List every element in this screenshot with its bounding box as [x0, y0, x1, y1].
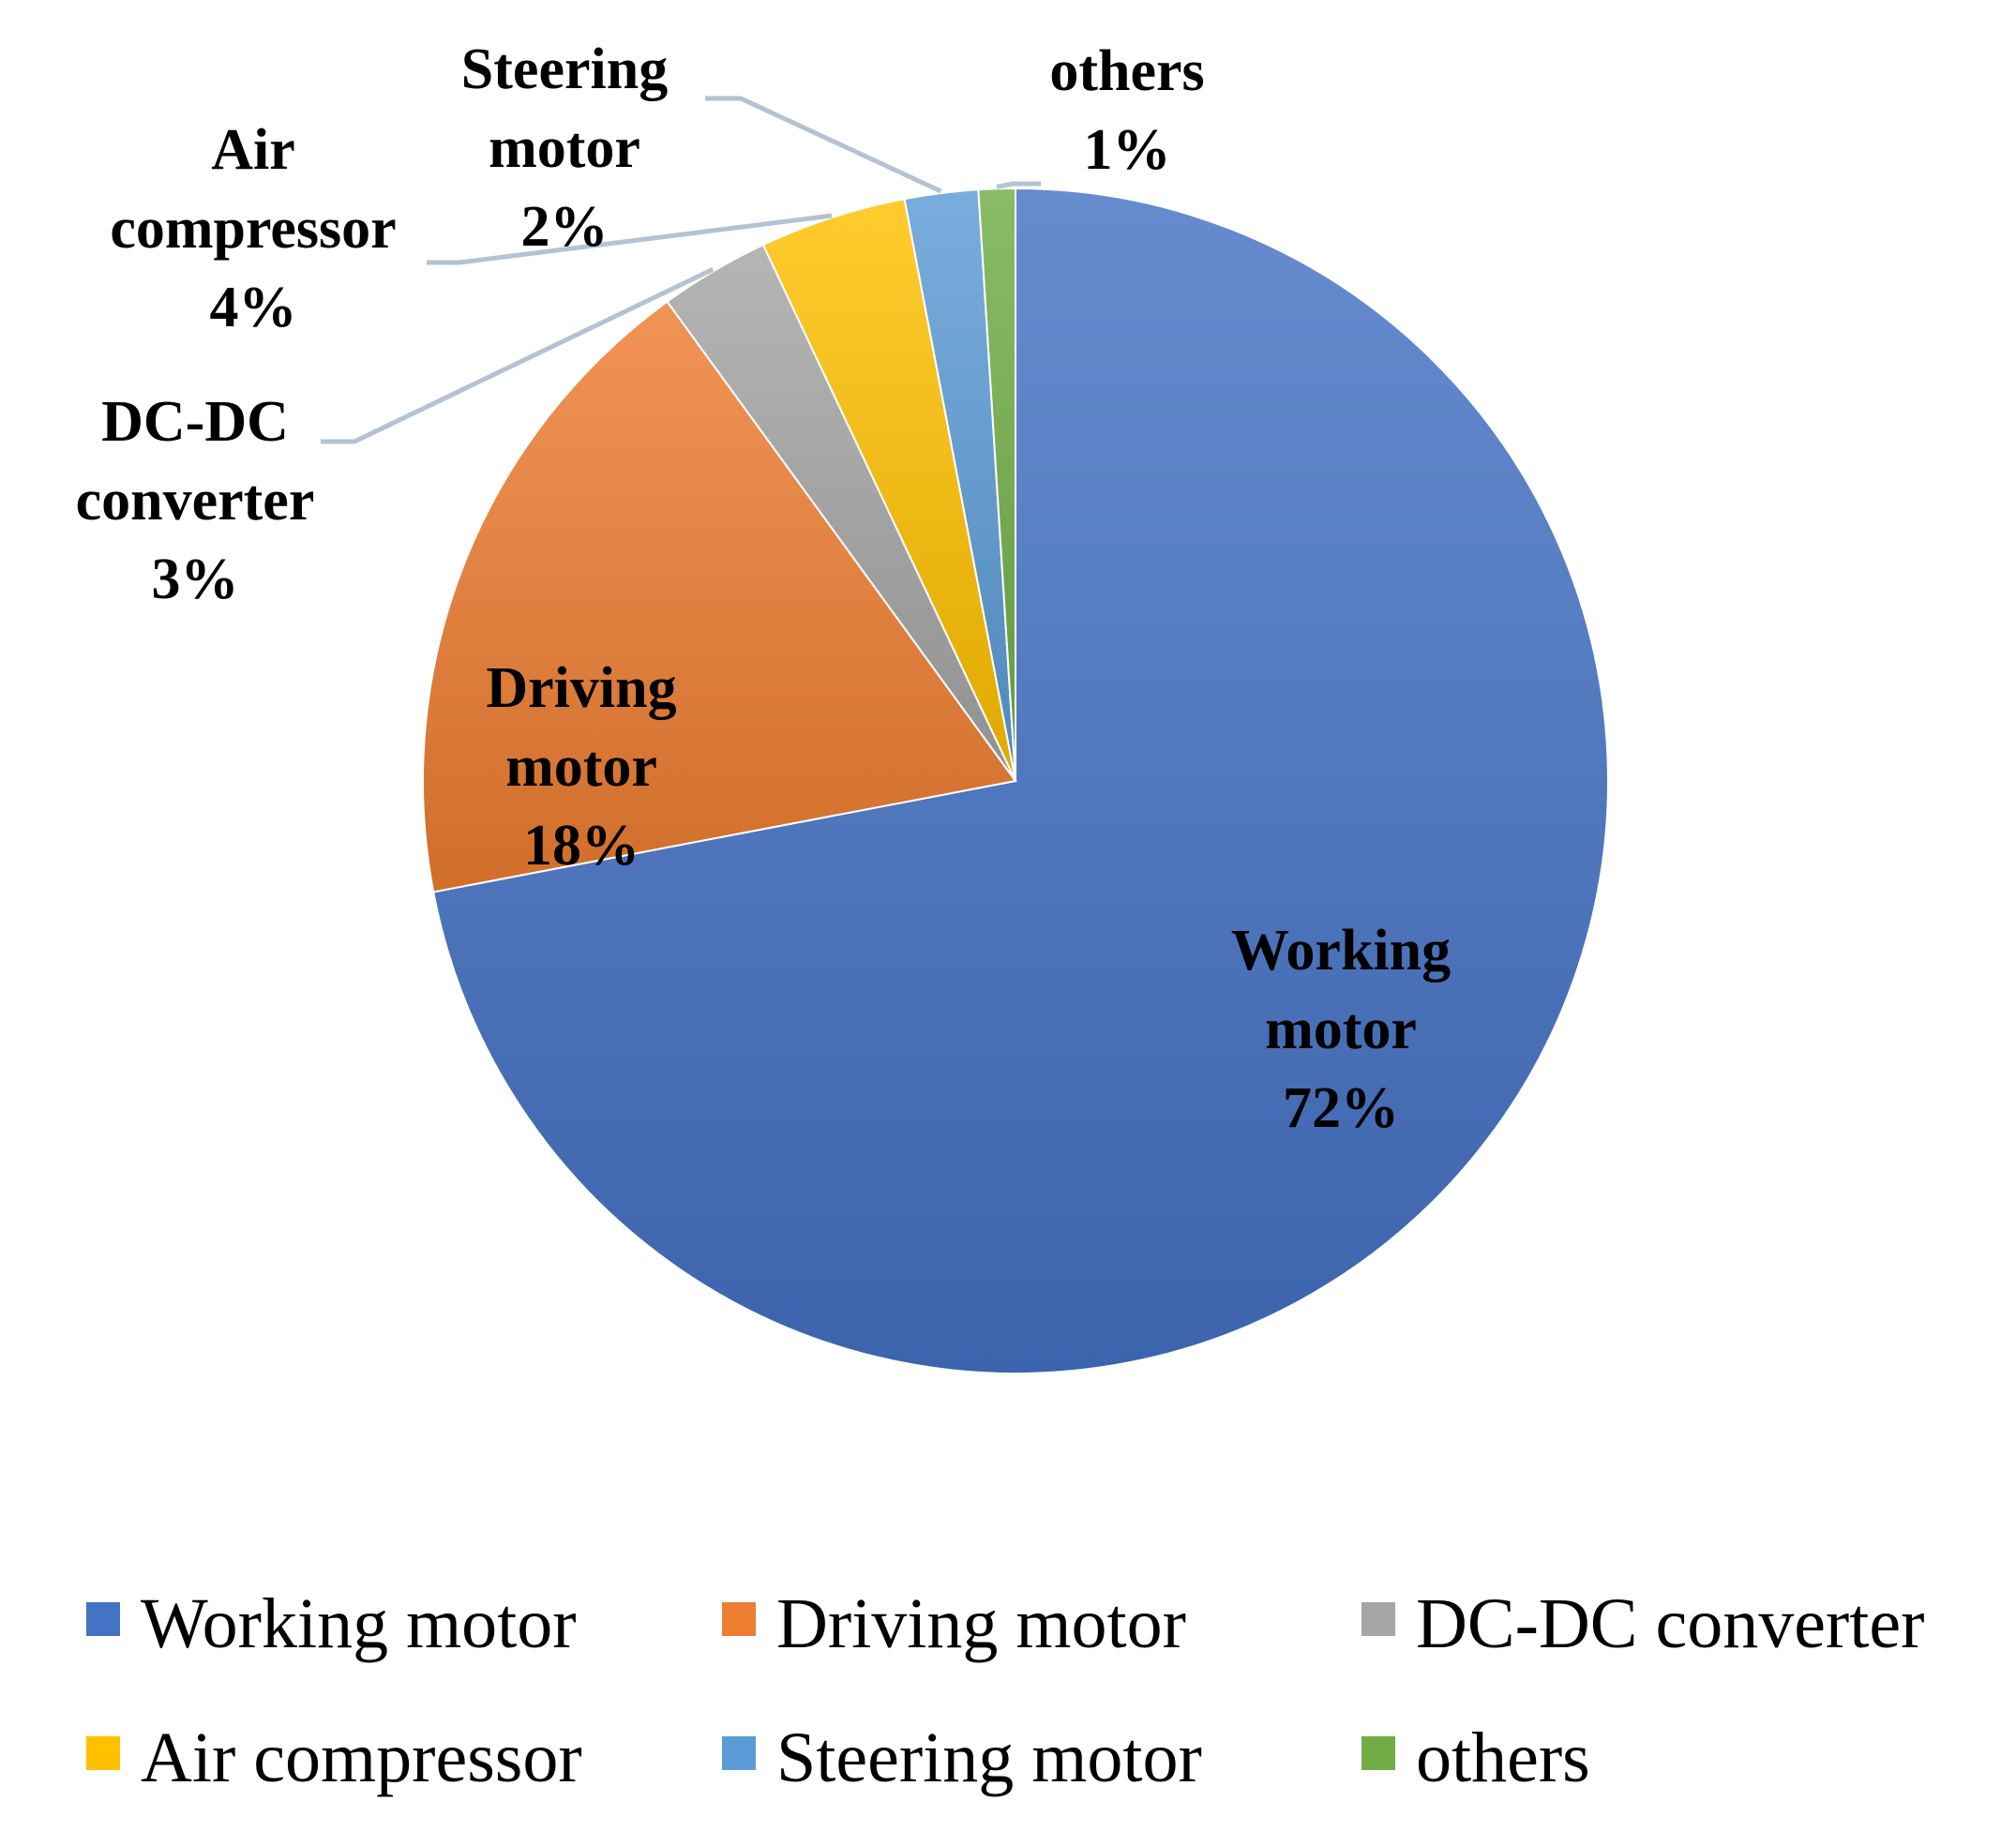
legend-label-steering-motor: Steering motor [776, 1718, 1202, 1797]
leader-line-dc-dc-converter [321, 267, 715, 444]
pie-slice-driving-motor [422, 300, 1017, 893]
data-label-working-motor: Working motor 72% [1231, 919, 1451, 1140]
legend-item-working-motor: Working motor [86, 1584, 577, 1663]
data-label-others: others 1% [1049, 39, 1204, 182]
leader-lines [321, 96, 1041, 444]
legend-item-air-compressor: Air compressor [86, 1718, 582, 1797]
data-labels: Working motor 72% Driving motor 18% DC-DC conve… [76, 38, 1452, 1140]
pie-slice-working-motor [432, 187, 1609, 1374]
data-label-air-compressor: Air compressor 4% [110, 118, 396, 339]
legend-label-working-motor: Working motor [141, 1584, 577, 1663]
data-label-driving-motor: Driving motor 18% [486, 656, 676, 878]
legend-label-dc-dc-converter: DC-DC converter [1416, 1584, 1924, 1663]
data-label-dc-dc-converter: DC-DC converter 3% [76, 390, 315, 611]
legend-label-others: others [1416, 1718, 1590, 1797]
pie-slices [422, 187, 1609, 1374]
leader-line-air-compressor [427, 213, 833, 265]
legend-item-others: others [1362, 1718, 1590, 1797]
pie-slice-others [977, 187, 1016, 782]
legend-item-dc-dc-converter: DC-DC converter [1362, 1584, 1924, 1663]
legend-swatch-working-motor [86, 1602, 120, 1636]
legend-swatch-driving-motor [722, 1602, 756, 1636]
leader-line-steering-motor [705, 96, 942, 194]
legend-item-steering-motor: Steering motor [722, 1718, 1202, 1797]
legend-swatch-steering-motor [722, 1736, 756, 1770]
legend-swatch-air-compressor [86, 1736, 120, 1770]
legend-swatch-dc-dc-converter [1362, 1602, 1395, 1636]
data-label-steering-motor: Steering motor 2% [461, 38, 668, 259]
legend-item-driving-motor: Driving motor [722, 1584, 1186, 1663]
leader-line-others [996, 181, 1041, 189]
legend-label-driving-motor: Driving motor [776, 1584, 1186, 1663]
legend-swatch-others [1362, 1736, 1395, 1770]
legend-label-air-compressor: Air compressor [141, 1718, 582, 1797]
legend: Working motor Driving motor DC-DC converte… [86, 1584, 1924, 1797]
